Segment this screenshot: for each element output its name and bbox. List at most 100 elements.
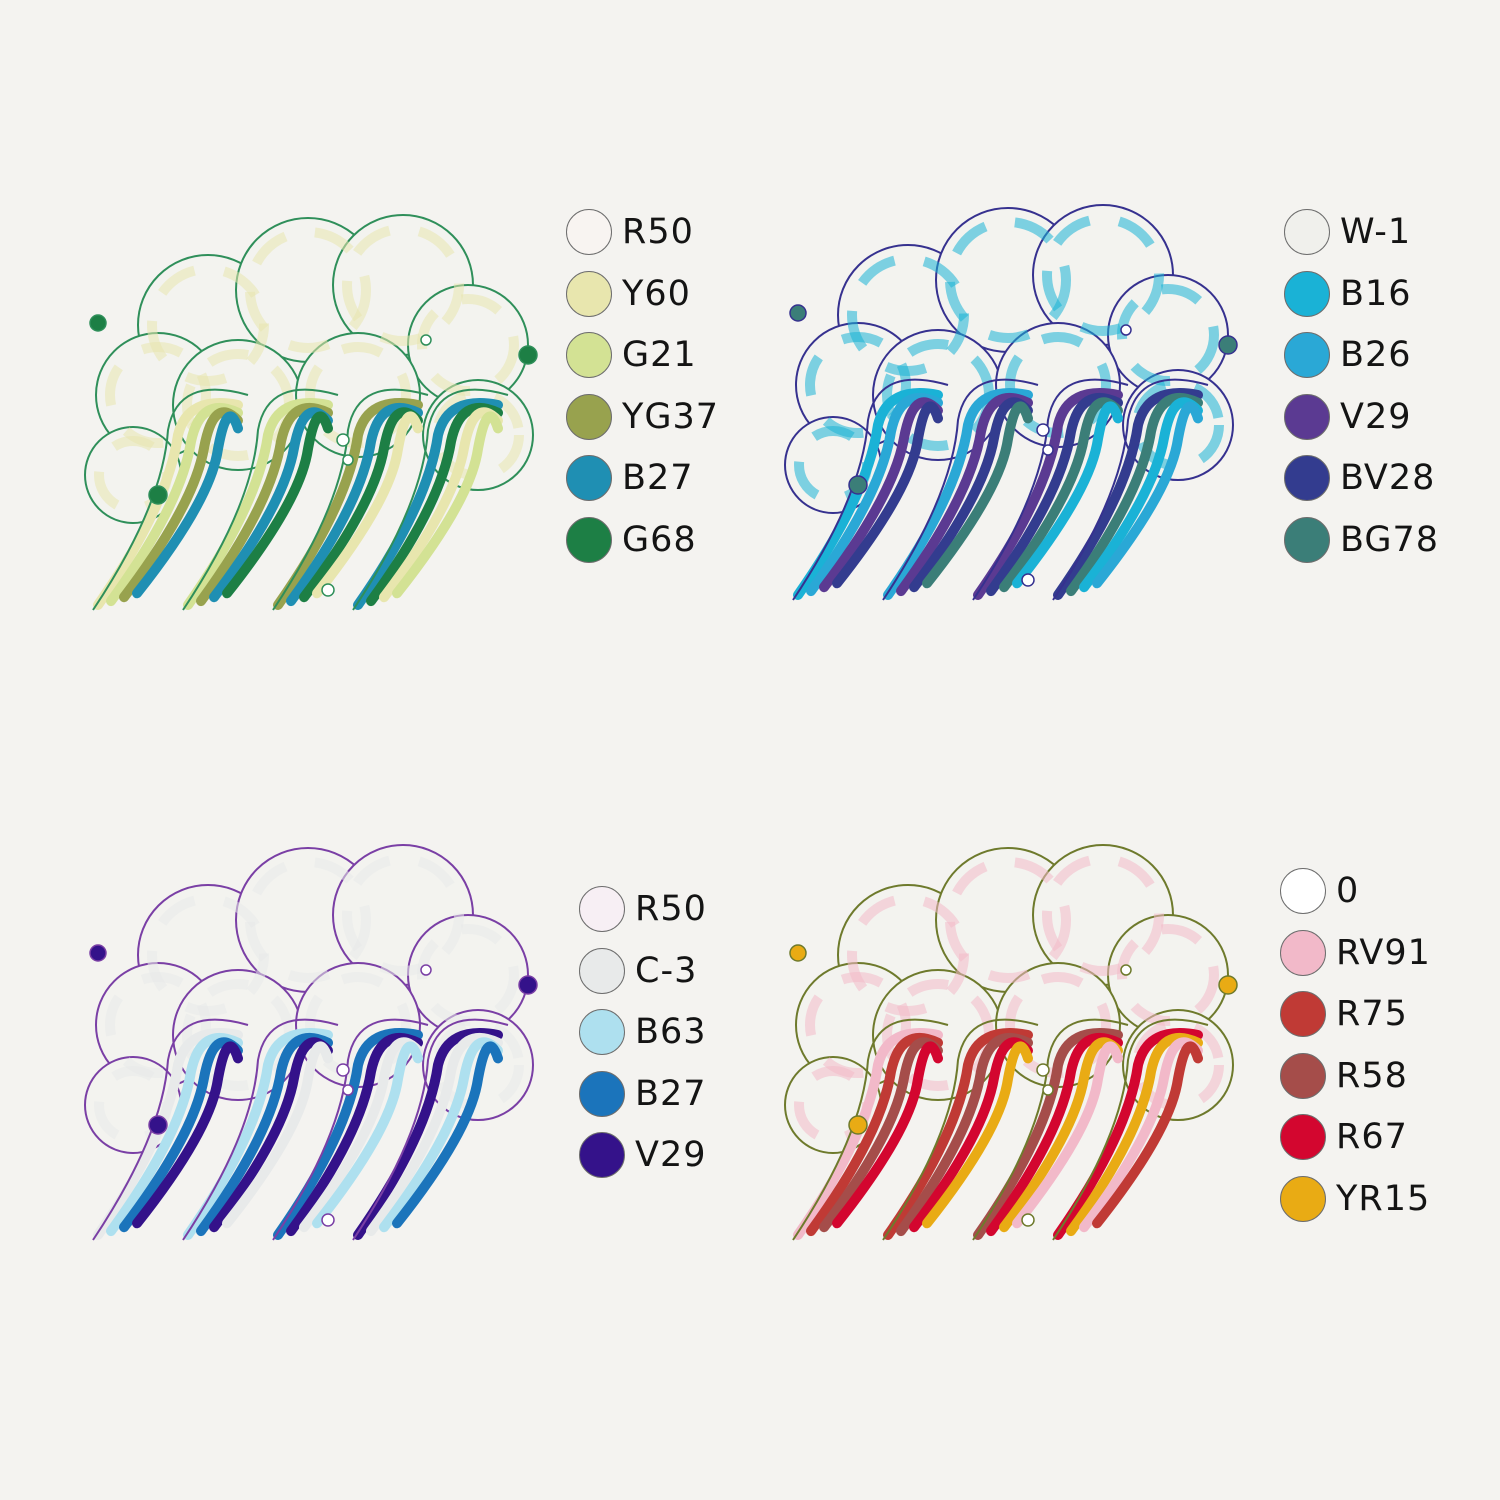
wave-stripe	[119, 1037, 243, 1233]
color-dot	[1280, 991, 1326, 1037]
wave-stripe	[1012, 1041, 1123, 1229]
wave-outline	[792, 378, 949, 601]
swatch-c-3: C-3	[579, 946, 697, 996]
wave-stripe	[222, 1041, 333, 1229]
swatch-r58: R58	[1280, 1051, 1408, 1101]
wave-stripe	[909, 1037, 1033, 1233]
swatch-label: R50	[635, 889, 707, 929]
swatch-label: Y60	[622, 273, 691, 314]
swatch-label: W-1	[1340, 212, 1412, 252]
wave-stripe	[986, 1033, 1123, 1237]
swatch-label: R75	[1336, 994, 1408, 1034]
wave-illustration	[784, 844, 1238, 1241]
swatch-b27: B27	[566, 453, 694, 503]
wave-stripe	[196, 1033, 333, 1237]
cloud-shading	[342, 854, 464, 976]
color-dot	[566, 209, 612, 255]
wave-stripe	[973, 388, 1123, 600]
swatch-y60: Y60	[566, 269, 691, 319]
wave-stripe	[806, 393, 943, 597]
color-dot	[579, 1070, 625, 1117]
bubble	[1042, 444, 1054, 456]
cloud-shading	[805, 332, 911, 438]
wave-stripe	[973, 1028, 1123, 1240]
cloud-shading	[945, 857, 1071, 983]
wave-stripe	[132, 1041, 243, 1229]
wave-stripe	[379, 1037, 503, 1233]
cloud-shading	[342, 224, 464, 346]
color-dot	[1280, 1175, 1326, 1222]
swatch-label: G68	[622, 519, 697, 560]
bubble	[336, 433, 350, 447]
wave-stripe	[922, 401, 1033, 589]
wave-stripe	[392, 1041, 503, 1229]
swatch-b26: B26	[1284, 330, 1412, 380]
swatch-label: B63	[635, 1012, 707, 1052]
wave-stripe	[999, 397, 1123, 593]
swatch-label: C-3	[635, 950, 698, 991]
wave-stripe	[209, 407, 333, 603]
swatch-yr15: YR15	[1280, 1174, 1430, 1224]
wave-stripe	[106, 403, 243, 607]
swatch-label: RV91	[1336, 932, 1431, 973]
color-dot	[566, 516, 612, 563]
bubble	[342, 1084, 354, 1096]
bubble	[1021, 1213, 1035, 1227]
color-dot	[1284, 209, 1330, 255]
wave-stripe	[909, 397, 1033, 593]
wave-stripe	[299, 1037, 423, 1233]
wave-stripe	[312, 1041, 423, 1229]
wave-stripe	[353, 1028, 503, 1240]
bubble	[848, 475, 868, 495]
swatch-bg78: BG78	[1284, 515, 1439, 565]
bubble	[1218, 335, 1238, 355]
swatch-label: B27	[635, 1073, 707, 1114]
color-dot	[579, 947, 625, 994]
wave-stripe	[806, 1033, 943, 1237]
swatch-label: BV28	[1340, 458, 1436, 498]
wave-stripe	[106, 1033, 243, 1237]
bubble	[1042, 1084, 1054, 1096]
bubble	[420, 964, 432, 976]
bubble	[1120, 324, 1132, 336]
bubble	[1036, 1063, 1050, 1077]
swatch-r50: R50	[579, 884, 707, 934]
wave-stripe	[1092, 401, 1203, 589]
swatch-r75: R75	[1280, 989, 1408, 1039]
swatch-w-1: W-1	[1284, 207, 1411, 257]
wave-outline	[182, 1018, 339, 1241]
swatch-rv91: RV91	[1280, 928, 1431, 978]
bubble	[789, 304, 807, 322]
color-dot	[1280, 868, 1326, 914]
cloud-shading	[945, 217, 1071, 343]
bubble	[89, 314, 107, 332]
bubble	[1036, 423, 1050, 437]
bubble	[518, 345, 538, 365]
wave-stripe	[209, 1037, 333, 1233]
wave-stripe	[353, 398, 503, 610]
swatch-label: B16	[1340, 273, 1412, 314]
cloud-shading	[432, 1019, 524, 1111]
wave-stripe	[273, 398, 423, 610]
swatch-label: 0	[1336, 871, 1360, 911]
wave-illustration	[84, 214, 538, 611]
wave-outline	[352, 1018, 509, 1241]
color-dot	[1284, 516, 1330, 563]
wave-stripe	[93, 1028, 243, 1240]
wave-illustration	[784, 204, 1238, 601]
swatch-g21: G21	[566, 330, 697, 380]
wave-stripe	[1079, 397, 1203, 593]
swatch-label: BG78	[1340, 519, 1440, 560]
wave-outline	[1052, 1018, 1209, 1241]
color-dot	[1280, 1052, 1326, 1099]
bubble	[1021, 573, 1035, 587]
wave-stripe	[896, 393, 1033, 597]
swatch-b27: B27	[579, 1069, 707, 1119]
wave-outline	[882, 378, 1039, 601]
swatch-yg37: YG37	[566, 392, 719, 442]
cloud-shading	[1132, 1019, 1224, 1111]
wave-stripe	[379, 407, 503, 603]
wave-stripe	[883, 1028, 1033, 1240]
swatch-label: B27	[622, 458, 694, 498]
wave-stripe	[896, 1033, 1033, 1237]
